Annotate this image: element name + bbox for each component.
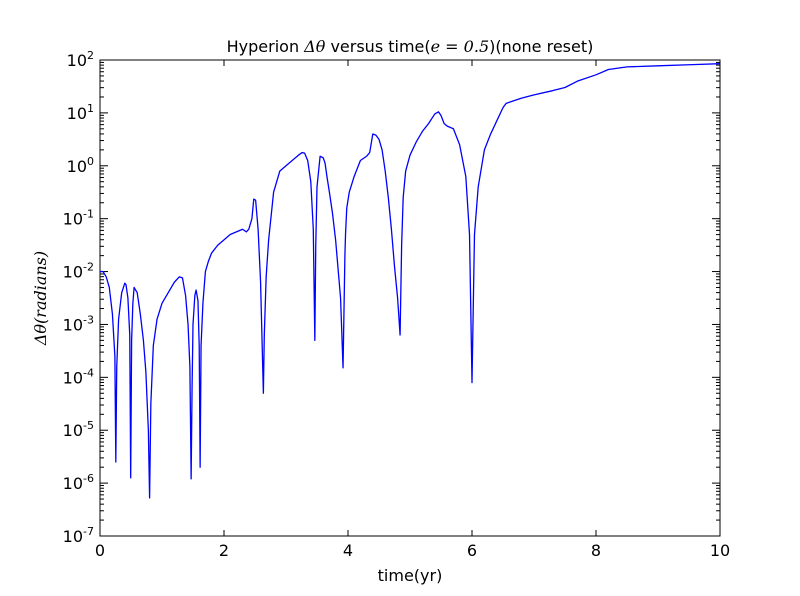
x-tick-label: 8 bbox=[591, 541, 601, 560]
chart-title-prefix: Hyperion bbox=[227, 37, 305, 56]
y-tick-label: 10-6 bbox=[63, 472, 94, 493]
y-tick-label: 10-4 bbox=[63, 366, 94, 387]
y-axis-label-symbol: Δθ( bbox=[31, 317, 50, 346]
y-axis: 10-7 10-6 10-5 10-4 10-3 10-2 10-1 100 101 102 bbox=[63, 49, 720, 546]
y-tick-label: 10-5 bbox=[63, 419, 94, 440]
y-tick-label: 10-1 bbox=[63, 208, 94, 229]
y-tick-label: 10-7 bbox=[63, 525, 94, 546]
y-axis-label-close: ) bbox=[31, 251, 50, 258]
chart-title: Hyperion Δθ versus time(e = 0.5)(none re… bbox=[227, 37, 594, 56]
chart-title-suffix: )(none reset) bbox=[489, 37, 593, 56]
x-axis-label: time(yr) bbox=[378, 566, 443, 585]
chart-title-delta-theta: Δθ bbox=[303, 37, 326, 56]
chart-title-middle: versus time( bbox=[325, 37, 430, 56]
x-tick-label: 0 bbox=[95, 541, 105, 560]
x-tick-label: 2 bbox=[219, 541, 229, 560]
x-tick-label: 4 bbox=[343, 541, 353, 560]
chart-title-eccentricity: e = 0.5 bbox=[431, 37, 490, 56]
y-axis-label-unit: radians bbox=[31, 257, 50, 318]
x-tick-label: 6 bbox=[467, 541, 477, 560]
y-tick-label: 101 bbox=[67, 102, 94, 123]
x-axis: 0 2 4 6 8 10 bbox=[95, 60, 730, 560]
y-tick-label: 10-3 bbox=[63, 313, 94, 334]
series-line bbox=[100, 63, 721, 499]
y-tick-label: 10-2 bbox=[63, 261, 94, 282]
plot-area-frame bbox=[99, 59, 721, 537]
x-tick-label: 10 bbox=[710, 541, 730, 560]
y-axis-label: Δθ(radians) bbox=[31, 251, 50, 346]
y-tick-label: 102 bbox=[67, 49, 94, 70]
y-tick-label: 100 bbox=[67, 155, 94, 176]
series-layer bbox=[100, 63, 721, 499]
